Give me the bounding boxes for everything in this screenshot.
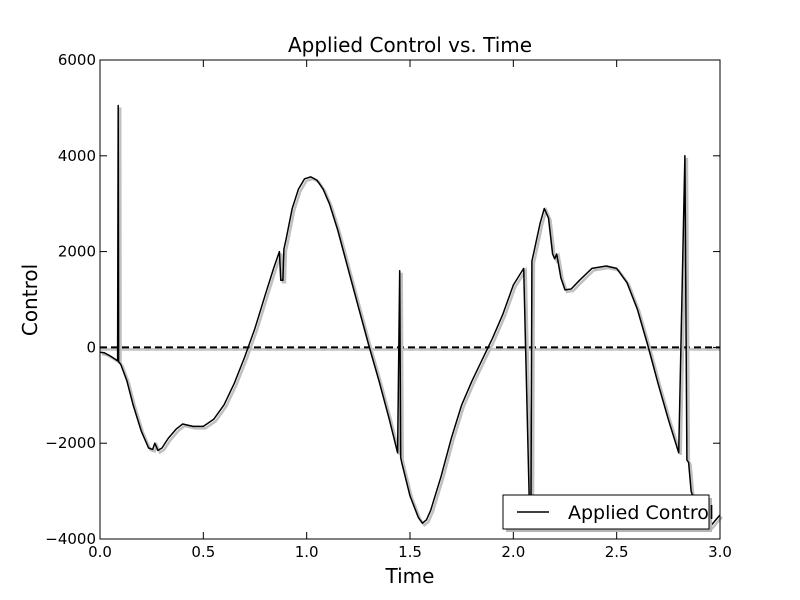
x-tick-label: 1.0 bbox=[295, 543, 319, 561]
series-layer bbox=[99, 104, 723, 531]
y-tick-label: 0 bbox=[86, 338, 96, 356]
reference-lines bbox=[100, 346, 720, 351]
plot-frame bbox=[100, 60, 720, 539]
legend-label: Applied Control bbox=[568, 502, 714, 524]
series-line-shadow bbox=[101, 107, 723, 531]
y-tick-label: 2000 bbox=[58, 243, 96, 261]
y-tick-label: 4000 bbox=[58, 147, 96, 165]
legend: Applied Control bbox=[502, 494, 714, 532]
ticks: 0.0 0.5 1.0 1.5 2.0 2.5 3.0 −4000 −2000 0 2000 4000… bbox=[45, 51, 732, 561]
x-tick-label: 0.0 bbox=[88, 543, 112, 561]
x-tick-label: 0.5 bbox=[191, 543, 215, 561]
series-line-0 bbox=[99, 104, 721, 528]
x-axis-title: Time bbox=[385, 564, 435, 588]
plot-area: 0.0 0.5 1.0 1.5 2.0 2.5 3.0 −4000 −2000 0 2000 4000… bbox=[45, 51, 732, 561]
x-tick-label: 3.0 bbox=[708, 543, 732, 561]
y-axis-title: Control bbox=[18, 264, 42, 336]
y-tick-label: −4000 bbox=[45, 530, 96, 548]
x-tick-label: 1.5 bbox=[398, 543, 422, 561]
x-tick-label: 2.0 bbox=[501, 543, 525, 561]
x-tick-label: 2.5 bbox=[605, 543, 629, 561]
y-tick-label: 6000 bbox=[58, 51, 96, 69]
chart-title: Applied Control vs. Time bbox=[288, 33, 532, 57]
y-tick-label: −2000 bbox=[45, 434, 96, 452]
